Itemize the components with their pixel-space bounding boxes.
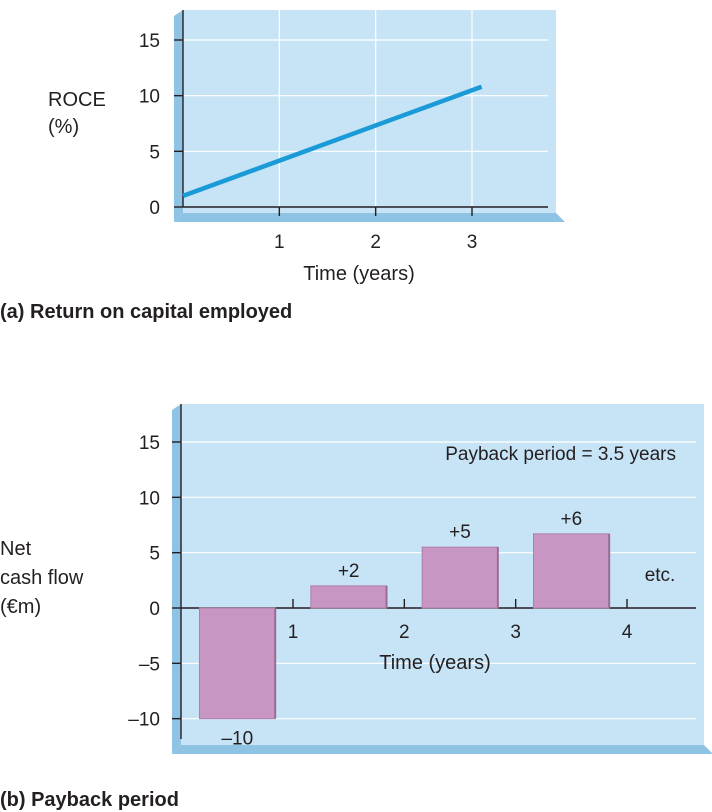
y-tick-label-4: 10 (139, 488, 160, 509)
x-tick-label-2: 2 (370, 232, 381, 253)
y-tick-label-15: 15 (139, 31, 160, 52)
y-axis-label-line-2: (€m) (0, 596, 41, 618)
x-tick-label-1: 1 (274, 232, 285, 253)
y-tick-label-5: 5 (149, 142, 160, 163)
bar-label-3: +6 (560, 509, 582, 530)
series-line-0 (182, 84, 483, 198)
roce-chart: 0 5 10 15 1 2 3 ROCE (%) Time (years) (a) Return o… (0, 10, 565, 323)
y-tick-label-10: 10 (139, 87, 160, 108)
x-tick-label-3: 3 (467, 232, 478, 253)
y-tick-label-5: 15 (139, 433, 160, 454)
y-tick-label-0: –10 (128, 710, 160, 731)
plot-area (183, 10, 556, 213)
bar-label-0: –10 (221, 729, 253, 750)
bar-2 (421, 546, 499, 609)
y-tick-label-0: 0 (149, 198, 160, 219)
plot-left-wall (172, 404, 181, 754)
bar-3 (532, 533, 610, 609)
x-axis-label: Time (years) (303, 263, 414, 285)
x-tick-label-1: 1 (288, 622, 299, 643)
bar-label-2: +5 (449, 522, 471, 543)
chart-caption: (a) Return on capital employed (0, 301, 292, 323)
bar-0 (198, 607, 276, 720)
y-tick-label-1: –5 (139, 654, 160, 675)
y-axis-label-line-0: ROCE (48, 89, 106, 111)
y-tick-label-3: 5 (149, 544, 160, 565)
plot-left-wall (174, 10, 183, 222)
bar-label-1: +2 (338, 561, 360, 582)
payback-chart: –10 +2 +5 +6 –10 –5 0 5 10 15 1 2 3 4 Net cash flow (€m)… (0, 404, 712, 811)
plot-floor (174, 213, 565, 222)
y-axis-label-line-0: Net (0, 538, 32, 560)
y-tick-label-2: 0 (149, 599, 160, 620)
y-axis-label-line-1: (%) (48, 116, 79, 138)
x-axis-label: Time (years) (379, 652, 490, 674)
chart-caption: (b) Payback period (0, 789, 179, 811)
bar-1 (310, 585, 388, 609)
etc-label: etc. (645, 565, 676, 586)
payback-annotation: Payback period = 3.5 years (445, 444, 676, 465)
x-tick-label-3: 3 (510, 622, 521, 643)
x-tick-label-4: 4 (622, 622, 633, 643)
plot-floor (172, 745, 712, 754)
y-axis-label-line-1: cash flow (0, 567, 84, 589)
x-tick-label-2: 2 (399, 622, 410, 643)
